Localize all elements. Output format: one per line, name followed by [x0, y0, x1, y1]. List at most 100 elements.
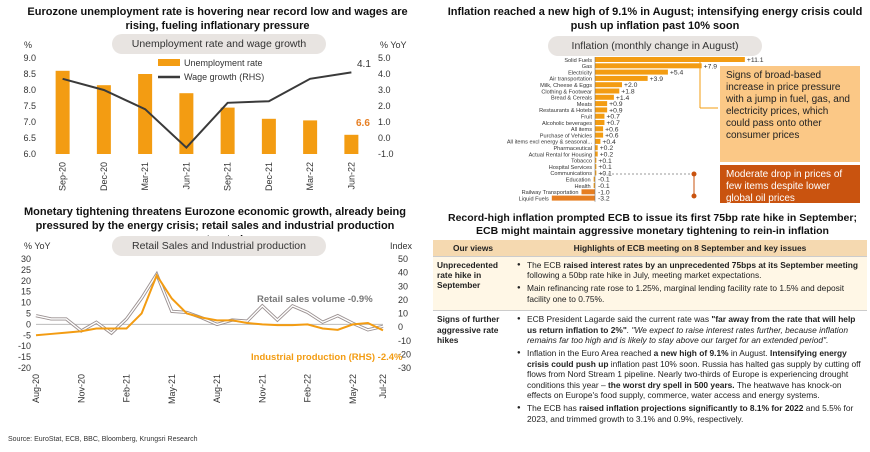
y2-tick-label: -10	[398, 336, 411, 346]
bar-inflation	[595, 63, 702, 69]
y2-tick-label: 0	[398, 322, 403, 332]
value-label: -0.1	[598, 177, 610, 184]
bar-inflation	[595, 82, 622, 88]
y-tick-label: -5	[23, 330, 31, 340]
text-bold: the worst dry spell in 500 years.	[608, 379, 735, 390]
note-broad-based: Signs of broad-based increase in price p…	[720, 66, 860, 162]
category-label: Education	[566, 178, 591, 184]
legend-swatch-unemployment	[158, 59, 180, 66]
x-tick-label: May-22	[348, 374, 358, 404]
y2-tick-label: 40	[398, 268, 408, 278]
x-tick-label: Dec-21	[264, 162, 274, 191]
category-label: Actual Rental for Housing	[529, 152, 592, 158]
x-tick-label: Sep-21	[223, 162, 233, 191]
y-tick-label: 9.0	[23, 53, 36, 63]
y-tick-label: 7.0	[23, 117, 36, 127]
text-italic: . "We expect to raise interest rates fur…	[527, 324, 848, 345]
connector-dot-1	[691, 171, 697, 177]
text: in August.	[728, 348, 770, 359]
category-label: Solid Fuels	[564, 58, 592, 64]
y2-tick-label: 50	[398, 254, 408, 264]
bar-unemployment	[55, 70, 70, 154]
panel2-pill: Retail Sales and Industrial production	[112, 236, 326, 256]
y2-tick-label: 10	[398, 309, 408, 319]
value-label: +0.9	[609, 107, 623, 114]
category-label: Gas	[582, 64, 592, 70]
legend-label-wage: Wage growth (RHS)	[184, 72, 264, 82]
legend: Unemployment rate Wage growth (RHS)	[158, 58, 264, 82]
panel1-title: Eurozone unemployment rate is hovering n…	[27, 6, 408, 32]
category-label: Purchase of Vehicles	[540, 133, 592, 139]
text: following a 50bp rate hike in July, meet…	[527, 269, 762, 280]
text-bold: "far away from the rate that will help u…	[527, 314, 856, 335]
text: and 5.5% for 2023, and trimmed growth to…	[527, 403, 854, 424]
right-unit: % YoY	[380, 40, 407, 50]
category-label: Restaurants & Hotels	[539, 108, 592, 114]
right-unit-2: Index	[390, 241, 413, 251]
bar-unemployment	[138, 74, 153, 154]
y2-tick-label: 0.0	[378, 133, 391, 143]
y2-tick-label: 5.0	[378, 53, 391, 63]
y-tick-label: 30	[21, 254, 31, 264]
y-tick-label: 6.0	[23, 149, 36, 159]
category-label: Clothing & Footwear	[541, 89, 592, 95]
bar-inflation	[595, 88, 620, 94]
value-label: +0.6	[605, 133, 619, 140]
value-label: +0.4	[602, 139, 616, 146]
y2-tick-label: 1.0	[378, 117, 391, 127]
bar-unemployment	[96, 85, 111, 154]
category-label: Pharmaceutical	[553, 146, 592, 152]
y2-tick-label: -1.0	[378, 149, 394, 159]
category-label: Air transportation	[549, 77, 592, 83]
y2-tick-label: 30	[398, 281, 408, 291]
x-tick-label: Jul-22	[378, 374, 388, 399]
value-label: +0.1	[598, 164, 612, 171]
category-label: Health	[574, 184, 590, 190]
bar-inflation	[593, 176, 595, 182]
x-tick-label: Feb-21	[122, 374, 132, 403]
x-tick-label: Aug-20	[31, 374, 41, 403]
bar-inflation	[595, 164, 597, 170]
bar-inflation	[595, 157, 597, 163]
y2-tick-label: 4.0	[378, 69, 391, 79]
bar-inflation	[595, 69, 668, 75]
bar-inflation	[595, 126, 604, 132]
text-bold: a new high of 9.1%	[653, 348, 729, 359]
panel4-title: Record-high inflation prompted ECB to is…	[448, 212, 857, 237]
table-row: Signs of further aggressive rate hikes E…	[433, 310, 867, 431]
value-label: +0.9	[609, 101, 623, 108]
label-industrial-production: Industrial production (RHS) -2.4%	[251, 352, 403, 363]
bar-inflation	[595, 101, 608, 107]
bar-inflation	[595, 138, 601, 144]
text-bold: raised interest rates by an unprecedente…	[563, 259, 858, 270]
panel3-title: Inflation reached a new high of 9.1% in …	[447, 6, 863, 32]
category-label: Railway Transportation	[522, 190, 579, 196]
y2-tick-label: -30	[398, 363, 411, 373]
y-tick-label: 10	[21, 298, 31, 308]
category-label: Alcoholic beverages	[542, 121, 592, 127]
bar-inflation	[593, 183, 595, 188]
ecb-highlights-table: Our views Highlights of ECB meeting on 8…	[433, 240, 867, 431]
value-label: +11.1	[747, 57, 764, 64]
value-label: +1.8	[621, 89, 635, 96]
x-tick-label: Sep-20	[58, 162, 68, 191]
bar-unemployment	[344, 134, 359, 154]
category-label: Hospital Services	[549, 165, 592, 171]
series-line-industrial	[35, 273, 384, 337]
x-tick-label: May-21	[167, 374, 177, 404]
category-label: All items excl energy & seasonal...	[507, 140, 593, 146]
y-tick-label: 7.5	[23, 101, 36, 111]
x-tick-label: Mar-22	[305, 162, 315, 191]
list-item: Main refinancing rate rose to 1.25%, mar…	[517, 283, 863, 304]
value-label: +2.0	[624, 82, 638, 89]
y-tick-label: 15	[21, 287, 31, 297]
bar-inflation	[595, 132, 604, 138]
value-label: -0.1	[598, 183, 610, 190]
bar-inflation	[595, 94, 614, 100]
category-label: Bread & Cereals	[551, 96, 592, 102]
inflation-chart: Solid Fuels +11.1 Gas +7.9 Electricity +5.4 Ai…	[507, 57, 764, 203]
series-line-wage	[62, 71, 352, 150]
y-tick-label: -15	[18, 352, 31, 362]
y2-tick-label: 20	[398, 295, 408, 305]
list-item: The ECB has raised inflation projections…	[517, 403, 863, 424]
